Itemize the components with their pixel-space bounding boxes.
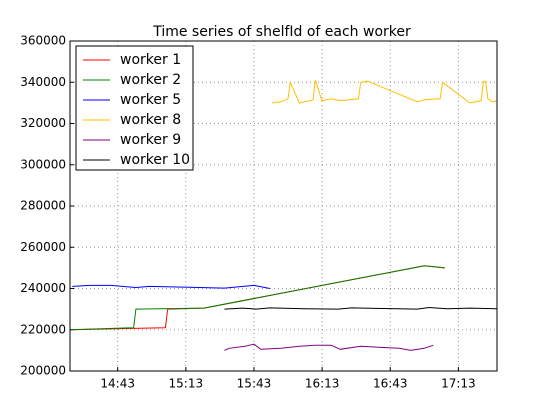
chart-title: Time series of shelfId of each worker xyxy=(152,24,411,40)
x-tick-label: 15:43 xyxy=(237,377,272,391)
y-tick-label: 260000 xyxy=(20,240,66,254)
x-tick-label: 16:13 xyxy=(305,377,340,391)
y-tick-label: 360000 xyxy=(20,34,66,48)
legend-label: worker 10 xyxy=(120,152,190,168)
x-tick-label: 15:13 xyxy=(169,377,204,391)
legend-label: worker 8 xyxy=(120,112,181,128)
y-tick-label: 220000 xyxy=(20,322,66,336)
series-line xyxy=(272,80,498,104)
series-line xyxy=(69,265,445,331)
series-line xyxy=(72,284,270,289)
y-tick-label: 340000 xyxy=(20,75,66,89)
legend-label: worker 2 xyxy=(120,72,181,88)
series-line xyxy=(224,306,498,310)
x-tick-label: 16:43 xyxy=(373,377,408,391)
y-tick-label: 320000 xyxy=(20,116,66,130)
legend-label: worker 5 xyxy=(120,92,181,108)
y-tick-label: 200000 xyxy=(20,364,66,378)
x-tick-label: 14:43 xyxy=(100,377,135,391)
plot-frame xyxy=(69,40,498,372)
legend-label: worker 1 xyxy=(120,52,181,68)
y-tick-label: 240000 xyxy=(20,281,66,295)
legend-box xyxy=(75,45,194,171)
x-tick-label: 17:13 xyxy=(441,377,476,391)
series-line xyxy=(224,343,434,351)
y-tick-label: 280000 xyxy=(20,199,66,213)
y-tick-label: 300000 xyxy=(20,157,66,171)
legend-label: worker 9 xyxy=(120,132,181,148)
